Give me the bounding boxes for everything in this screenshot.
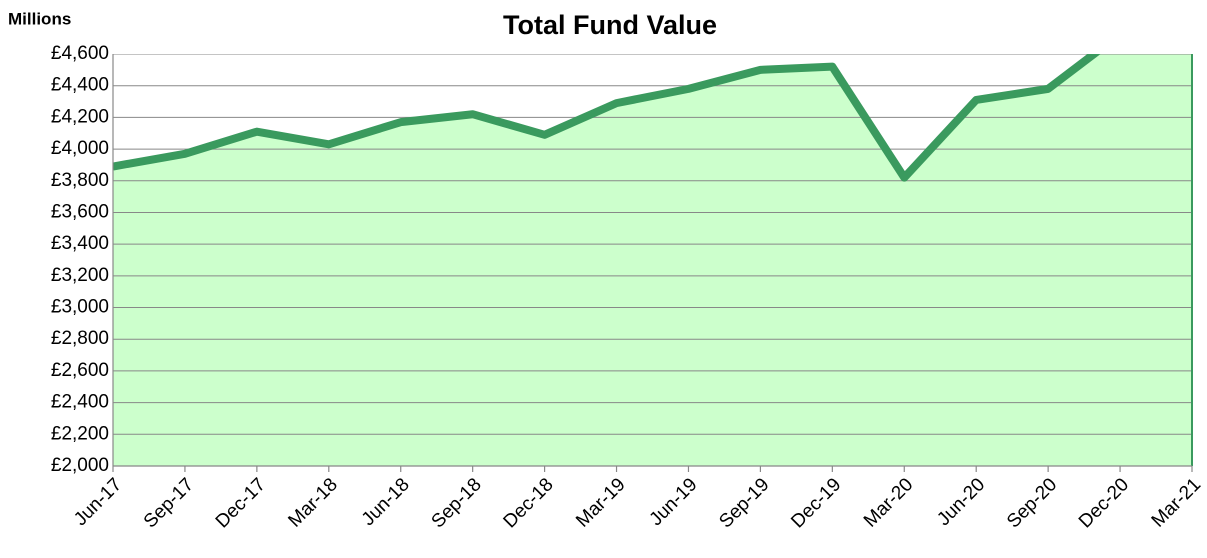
x-tick-label: Dec-20 [1075, 474, 1133, 532]
x-tick-label: Mar-21 [1148, 474, 1205, 531]
x-tick-label: Mar-18 [284, 474, 341, 531]
y-tick-label: £4,000 [51, 138, 109, 159]
y-tick-label: £3,000 [51, 297, 109, 318]
y-tick-label: £2,600 [51, 360, 109, 381]
x-tick-label: Jun-18 [358, 474, 414, 530]
y-tick-label: £3,600 [51, 201, 109, 222]
x-tick-label: Sep-18 [428, 474, 486, 532]
y-tick-label: £4,600 [51, 43, 109, 64]
y-tick-label: £4,200 [51, 106, 109, 127]
x-tick-label: Jun-17 [70, 474, 126, 530]
y-axis-label: Millions [8, 9, 71, 28]
x-tick-label: Sep-17 [140, 474, 198, 532]
y-tick-label: £2,200 [51, 423, 109, 444]
x-tick-label: Dec-18 [500, 474, 558, 532]
y-tick-label: £3,800 [51, 170, 109, 191]
x-tick-label: Jun-19 [646, 474, 702, 530]
x-tick-label: Dec-19 [787, 474, 845, 532]
chart-title: Total Fund Value [503, 10, 717, 40]
y-tick-label: £2,000 [51, 455, 109, 476]
line [113, 54, 1101, 182]
y-tick-label: £3,200 [51, 265, 109, 286]
y-tick-label: £3,400 [51, 233, 109, 254]
x-tick-label: Dec-17 [212, 474, 270, 532]
x-tick-label: Mar-19 [572, 474, 629, 531]
x-tick-label: Jun-20 [933, 474, 989, 530]
y-tick-label: £4,400 [51, 75, 109, 96]
y-tick-label: £2,800 [51, 328, 109, 349]
x-tick-label: Mar-20 [860, 474, 917, 531]
area [113, 54, 1192, 466]
x-tick-label: Sep-19 [715, 474, 773, 532]
x-tick-label: Sep-20 [1003, 474, 1061, 532]
y-tick-label: £2,400 [51, 392, 109, 413]
